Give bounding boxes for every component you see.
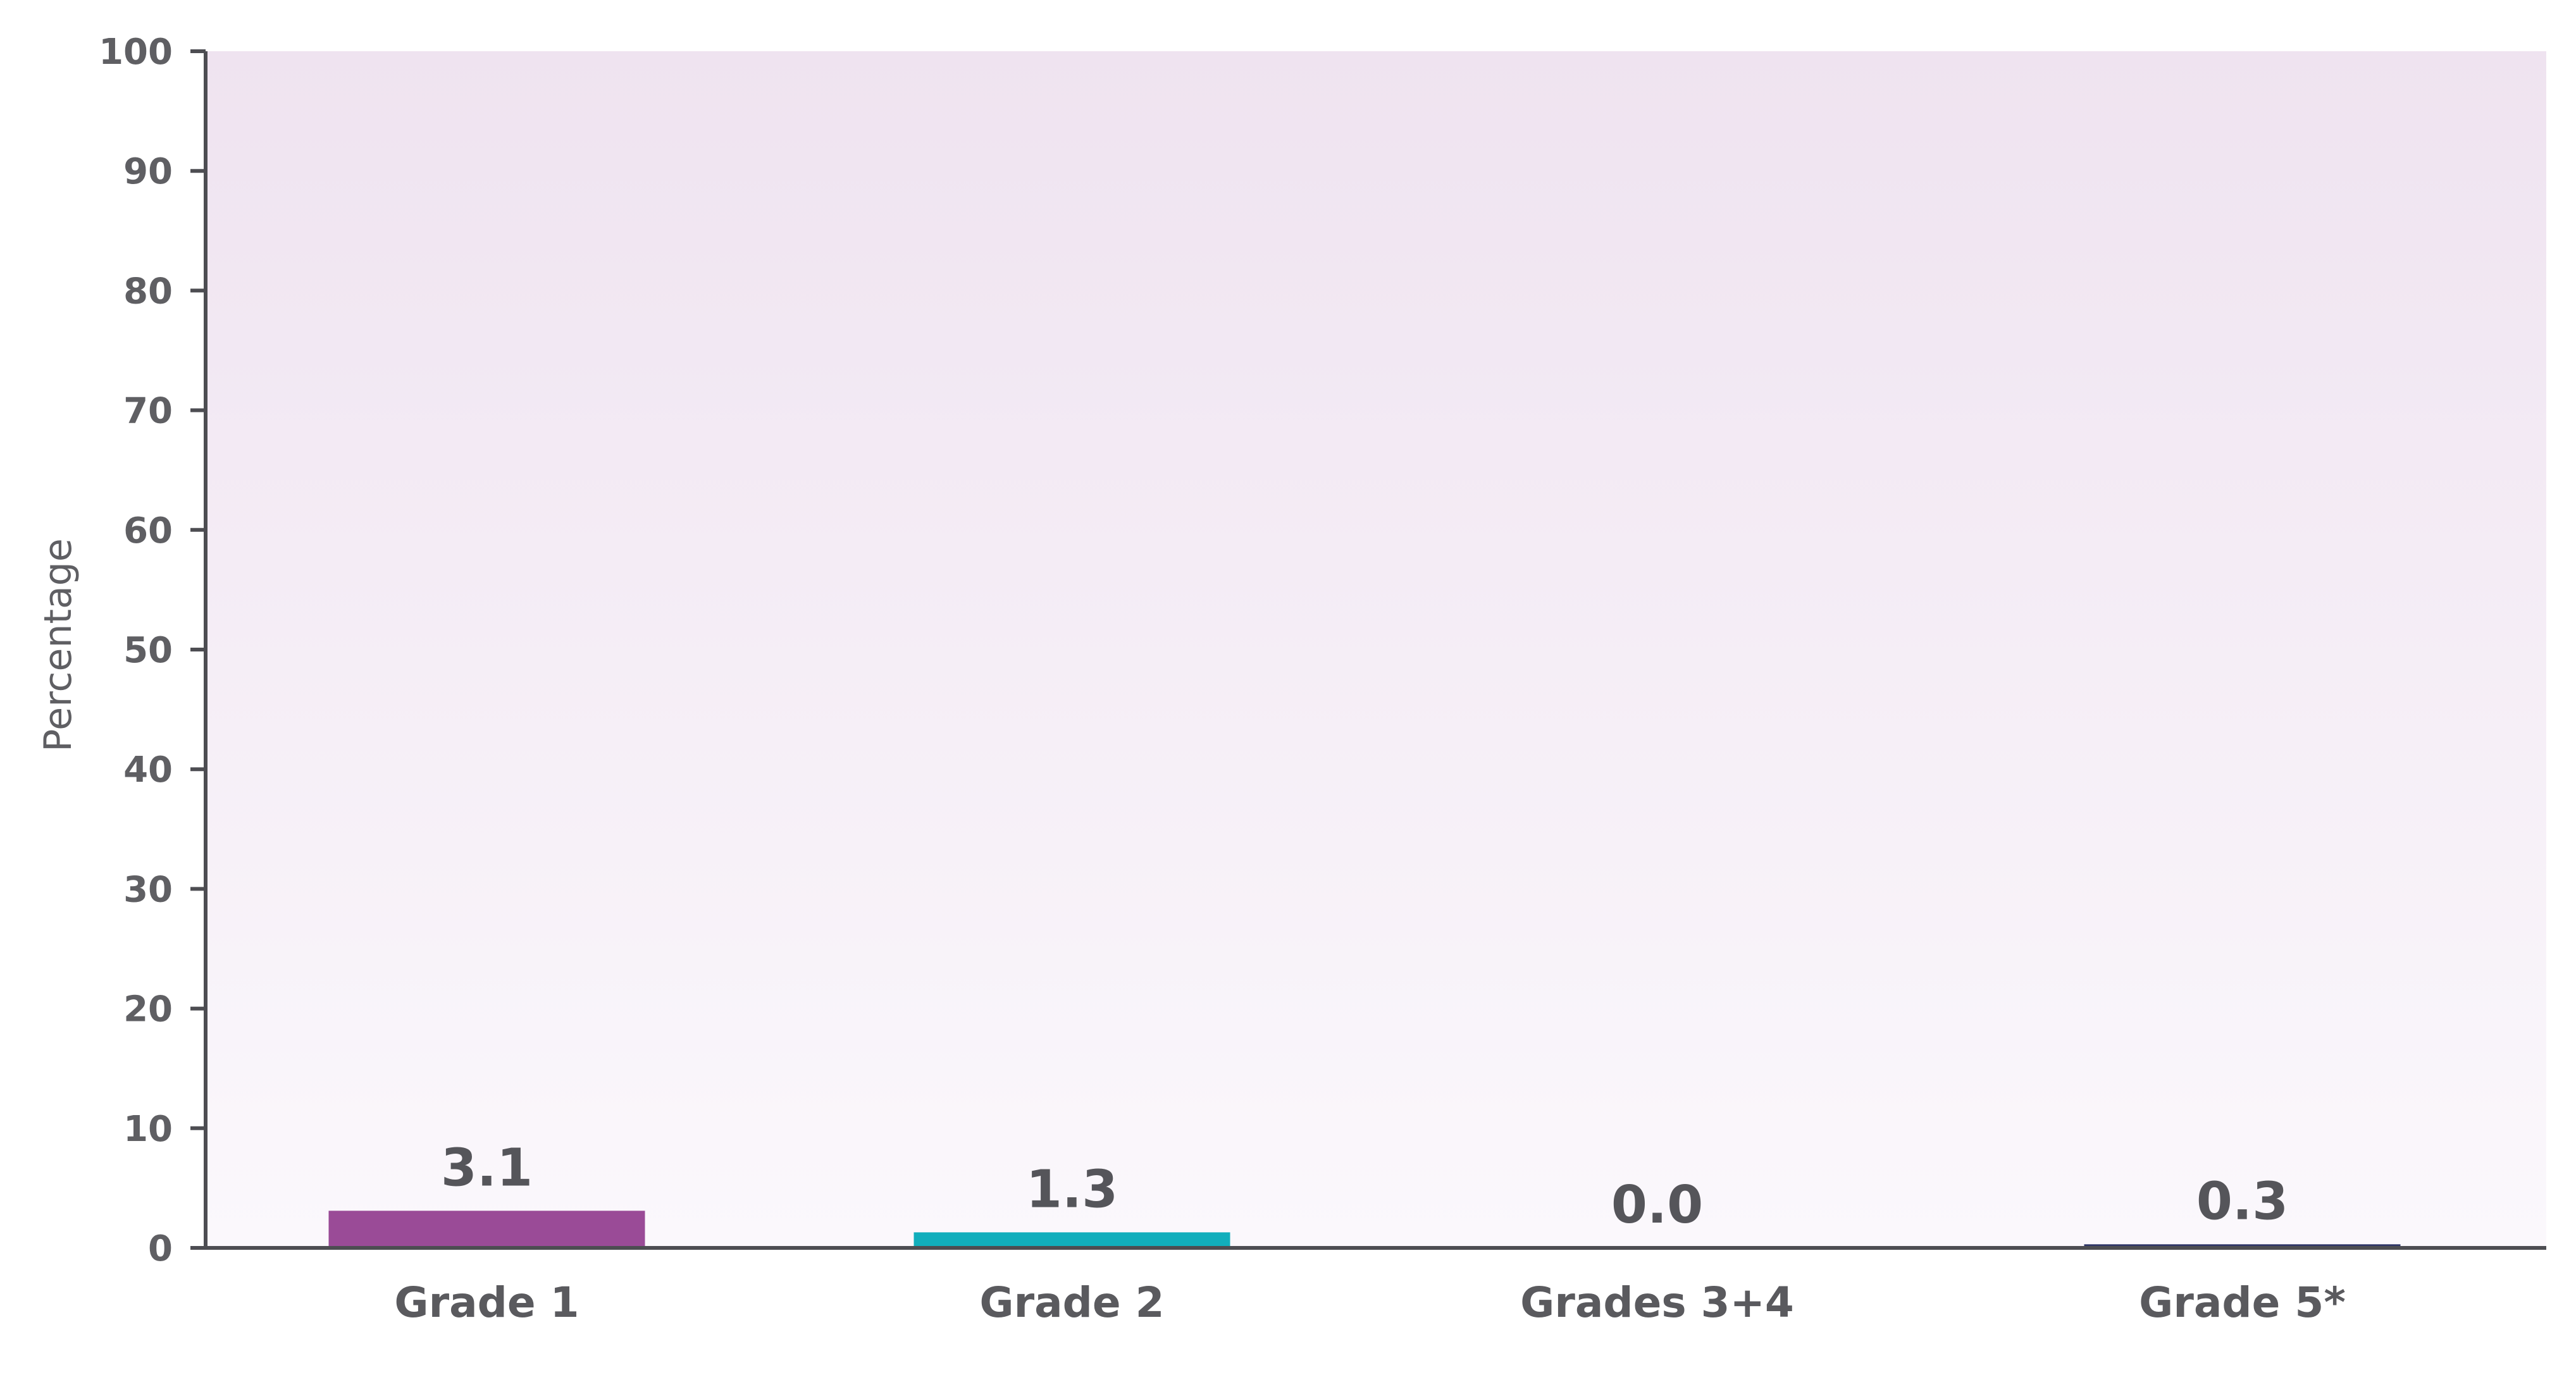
y-tick-label-80: 80 <box>123 271 173 312</box>
y-tick-label-100: 100 <box>99 32 173 73</box>
value-label-2: 1.3 <box>1026 1159 1118 1219</box>
value-label-3: 0.0 <box>1611 1175 1703 1235</box>
y-tick-label-0: 0 <box>148 1228 173 1269</box>
category-label-1: Grade 1 <box>394 1278 579 1327</box>
y-tick-label-60: 60 <box>123 510 173 552</box>
bar-2 <box>913 1232 1230 1248</box>
y-tick-label-40: 40 <box>123 749 173 791</box>
y-tick-label-50: 50 <box>123 630 173 671</box>
y-tick-label-30: 30 <box>123 869 173 910</box>
plot-background <box>206 51 2546 1248</box>
y-axis-title: Percentage <box>36 538 80 752</box>
y-tick-label-20: 20 <box>123 989 173 1030</box>
category-label-3: Grades 3+4 <box>1520 1278 1794 1327</box>
bar-1 <box>328 1211 645 1248</box>
y-tick-label-10: 10 <box>123 1109 173 1150</box>
value-label-1: 3.1 <box>441 1138 533 1198</box>
category-label-2: Grade 2 <box>979 1278 1164 1327</box>
category-label-4: Grade 5* <box>2139 1278 2346 1327</box>
y-tick-label-70: 70 <box>123 391 173 432</box>
value-label-4: 0.3 <box>2196 1171 2288 1231</box>
y-tick-label-90: 90 <box>123 151 173 192</box>
